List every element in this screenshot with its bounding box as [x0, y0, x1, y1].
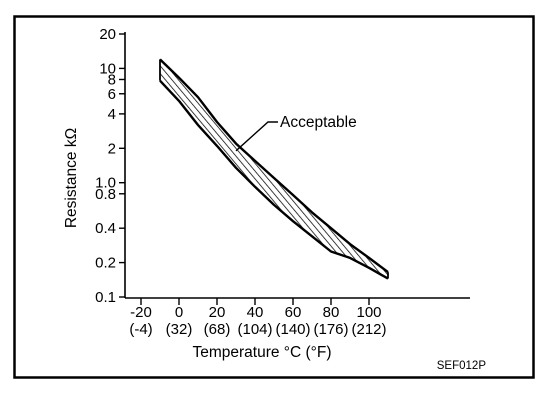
y-tick-label: 0.1: [95, 289, 116, 306]
x-tick-label-fahrenheit: (104): [237, 321, 272, 338]
x-axis-ticks: -20(-4) 0(32) 20(68) 40(104) 60(140) 80(176) 1…: [129, 298, 387, 338]
axes: [124, 32, 470, 299]
x-tick-label-fahrenheit: (32): [166, 321, 193, 338]
y-tick-label: 6: [108, 86, 116, 103]
x-tick-label-celsius: 100: [356, 304, 381, 321]
x-tick-label-celsius: 80: [323, 304, 340, 321]
y-tick-label: 1.0: [95, 175, 116, 192]
x-tick-label-celsius: 60: [285, 304, 302, 321]
x-tick-label-celsius: 0: [175, 304, 183, 321]
band-lower-boundary: [159, 79, 389, 280]
y-tick-label: 8: [108, 71, 116, 88]
x-tick-label-fahrenheit: (-4): [129, 321, 152, 338]
x-tick-label-celsius: 40: [247, 304, 264, 321]
y-tick-label: 0.8: [95, 186, 116, 203]
x-tick-label-celsius: 20: [209, 304, 226, 321]
acceptable-band-fill: [160, 59, 388, 279]
x-axis-title: Temperature °C (°F): [192, 344, 331, 361]
figure-border: [13, 15, 535, 379]
x-tick-label-fahrenheit: (212): [351, 321, 386, 338]
y-tick-label: 2: [108, 140, 116, 157]
x-tick-label-celsius: -20: [130, 304, 152, 321]
y-tick-label: 20: [99, 26, 116, 43]
y-tick-label: 10: [99, 60, 116, 77]
y-tick-label: 0.4: [95, 220, 116, 237]
annotation-acceptable: Acceptable: [280, 114, 357, 131]
annotation-leader-line: [235, 121, 278, 152]
y-axis-title: Resistance kΩ: [63, 128, 80, 228]
annotations: Acceptable: [235, 114, 357, 152]
band-upper-boundary: [159, 58, 389, 274]
x-tick-label-fahrenheit: (68): [204, 321, 231, 338]
x-tick-label-fahrenheit: (176): [313, 321, 348, 338]
y-tick-label: 4: [108, 106, 116, 123]
y-tick-label: 0.2: [95, 255, 116, 272]
x-tick-label-fahrenheit: (140): [275, 321, 310, 338]
figure-code: SEF012P: [437, 360, 487, 372]
acceptable-band: [159, 58, 389, 280]
